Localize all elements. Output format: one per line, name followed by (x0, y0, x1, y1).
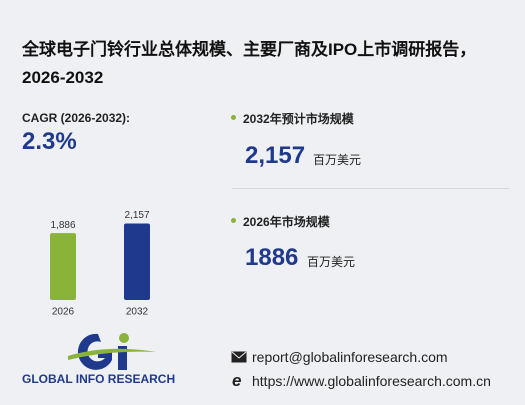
logo-i (118, 346, 127, 370)
x-tick-label: 2026 (52, 307, 75, 318)
stat-label: 2026年市场规模 (243, 215, 330, 229)
logo-swoosh (68, 348, 156, 360)
stat-value: 1886 (245, 244, 299, 271)
x-tick-label: 2032 (126, 307, 149, 318)
value-label: 1,886 (50, 220, 75, 231)
logo-dot (119, 333, 129, 343)
title: 全球电子门铃行业总体规模、主要厂商及IPO上市调研报告，2026-2032 (22, 40, 477, 87)
stat-unit: 百万美元 (307, 255, 356, 269)
bar-chart: 1,886 2026 2,157 2032 (50, 210, 150, 318)
cagr-value: 2.3% (22, 128, 77, 155)
bullet (231, 218, 236, 223)
cagr-label: CAGR (2026-2032): (22, 111, 131, 125)
logo-mark (68, 333, 156, 370)
bar (124, 223, 150, 300)
bullet (231, 115, 236, 120)
email-icon (231, 351, 247, 363)
stat-unit: 百万美元 (313, 153, 362, 167)
stat-label: 2032年预计市场规模 (243, 112, 354, 126)
bar (50, 233, 76, 300)
value-label: 2,157 (124, 210, 149, 221)
web-icon: e (232, 371, 242, 390)
email: report@globalinforesearch.com (252, 349, 448, 365)
separator (232, 188, 510, 189)
logo-g (77, 333, 112, 370)
website: https://www.globalinforesearch.com.cn (252, 373, 491, 389)
logo-text: GLOBAL INFO RESEARCH (22, 372, 176, 386)
stat-value: 2,157 (245, 142, 306, 169)
